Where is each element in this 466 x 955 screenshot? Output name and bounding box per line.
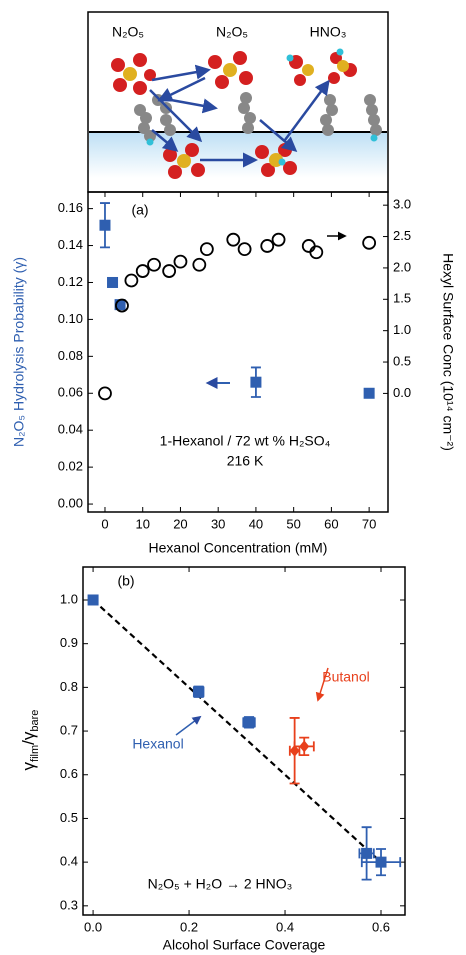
point xyxy=(237,242,252,256)
y-tick-label: 1.0 xyxy=(60,591,78,606)
x-tick-label: 0.6 xyxy=(372,919,390,934)
point xyxy=(250,376,262,388)
x-tick-label: 30 xyxy=(211,516,225,531)
point xyxy=(362,235,377,250)
y-axis-label-part: /γ xyxy=(19,731,38,745)
point xyxy=(98,386,112,401)
panel-label: (b) xyxy=(117,573,134,589)
y-tick-label: 0.14 xyxy=(58,237,83,252)
arrows xyxy=(149,64,330,168)
y2-axis-label: Hexyl Surface Conc (10¹⁴ cm⁻²) xyxy=(440,253,456,451)
y2-tick-label: 1.0 xyxy=(393,322,411,337)
point xyxy=(199,242,214,256)
point xyxy=(124,273,139,288)
y-tick-label: 0.10 xyxy=(58,311,83,326)
chains xyxy=(134,92,382,142)
y-tick-label: 0.08 xyxy=(58,348,83,363)
point xyxy=(271,232,286,247)
point xyxy=(107,276,119,288)
x-tick-label: 0.0 xyxy=(84,919,102,934)
y2-tick-label: 1.5 xyxy=(393,291,411,306)
diagram-label: N₂O₅ xyxy=(216,24,248,40)
point xyxy=(99,219,111,231)
y-tick-label: 0.5 xyxy=(60,810,78,825)
y-tick-label: 0.4 xyxy=(60,854,78,869)
x-tick-label: 70 xyxy=(362,516,376,531)
x-tick-label: 0.2 xyxy=(180,919,198,934)
y-tick-label: 0.16 xyxy=(58,200,83,215)
diagram: N₂O₅ N₂O₅ HNO₃ xyxy=(87,11,389,193)
y-tick-label: 0.6 xyxy=(60,766,78,781)
point xyxy=(115,298,129,313)
diagram-label: N₂O₅ xyxy=(112,24,144,40)
y2-tick-label: 0.0 xyxy=(393,385,411,400)
diagram-label: HNO₃ xyxy=(310,24,347,40)
point xyxy=(375,856,387,868)
y-axis-label: γfilm/γbare xyxy=(19,710,40,771)
point xyxy=(114,299,126,311)
point xyxy=(193,686,205,698)
y-tick-label: 0.00 xyxy=(58,495,83,510)
point xyxy=(243,716,255,728)
y-tick-label: 0.04 xyxy=(58,422,83,437)
y-tick-label: 0.8 xyxy=(60,679,78,694)
annotation: N₂O₅ + H₂O → 2 HNO₃ xyxy=(148,876,293,892)
molecules xyxy=(111,51,357,179)
annotation: 1-Hexanol / 72 wt % H₂SO₄ xyxy=(160,433,331,449)
x-tick-label: 60 xyxy=(324,516,338,531)
panel-label: (a) xyxy=(131,202,148,218)
point xyxy=(162,264,177,278)
y-axis-label: N₂O₅ Hydrolysis Probability (γ) xyxy=(11,257,27,447)
x-tick-label: 20 xyxy=(173,516,187,531)
y-tick-label: 0.3 xyxy=(60,897,78,912)
point xyxy=(192,257,207,272)
series-label-arrow xyxy=(175,715,202,736)
x-tick-label: 50 xyxy=(286,516,300,531)
point xyxy=(87,594,99,606)
plot-frame xyxy=(87,191,389,513)
y-axis-label-part: film xyxy=(29,745,41,762)
point xyxy=(135,264,150,278)
annotation: 216 K xyxy=(227,453,264,469)
point xyxy=(260,239,275,253)
y-tick-label: 0.9 xyxy=(60,635,78,650)
x-tick-label: 0.4 xyxy=(276,919,294,934)
liquid xyxy=(89,133,387,178)
y-tick-label: 0.12 xyxy=(58,274,83,289)
y-tick-label: 0.02 xyxy=(58,459,83,474)
point xyxy=(361,847,373,859)
x-axis-label: Alcohol Surface Coverage xyxy=(163,937,326,953)
point xyxy=(173,254,188,269)
y-axis-label-part: γ xyxy=(19,761,38,770)
y-tick-label: 0.7 xyxy=(60,722,78,737)
y2-tick-label: 2.0 xyxy=(393,259,411,274)
x-axis-label: Hexanol Concentration (mM) xyxy=(149,540,328,556)
h-atoms xyxy=(146,48,378,166)
y2-tick-label: 2.5 xyxy=(393,228,411,243)
y2-tick-label: 0.5 xyxy=(393,353,411,368)
fit-line xyxy=(92,599,382,863)
point xyxy=(226,232,241,247)
y-axis-label-part: bare xyxy=(29,710,41,732)
series-label-arrow xyxy=(315,667,329,702)
point xyxy=(309,245,324,260)
x-tick-label: 10 xyxy=(135,516,149,531)
point xyxy=(299,740,310,753)
series-label: Butanol xyxy=(322,669,369,685)
plot-frame xyxy=(82,566,406,916)
point xyxy=(301,239,316,253)
x-tick-label: 40 xyxy=(249,516,263,531)
x-tick-label: 0 xyxy=(101,516,108,531)
point xyxy=(147,257,161,272)
point xyxy=(363,387,375,399)
y2-tick-label: 3.0 xyxy=(393,197,411,212)
y-tick-label: 0.06 xyxy=(58,385,83,400)
series-label: Hexanol xyxy=(132,736,183,752)
